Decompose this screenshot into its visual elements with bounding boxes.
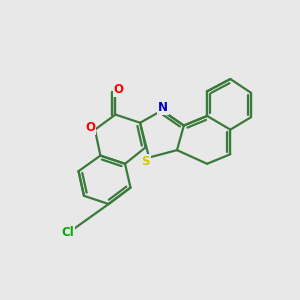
Text: Cl: Cl bbox=[62, 226, 74, 239]
Text: S: S bbox=[142, 155, 150, 168]
Text: O: O bbox=[114, 82, 124, 96]
Text: O: O bbox=[85, 121, 95, 134]
Text: N: N bbox=[158, 101, 168, 114]
